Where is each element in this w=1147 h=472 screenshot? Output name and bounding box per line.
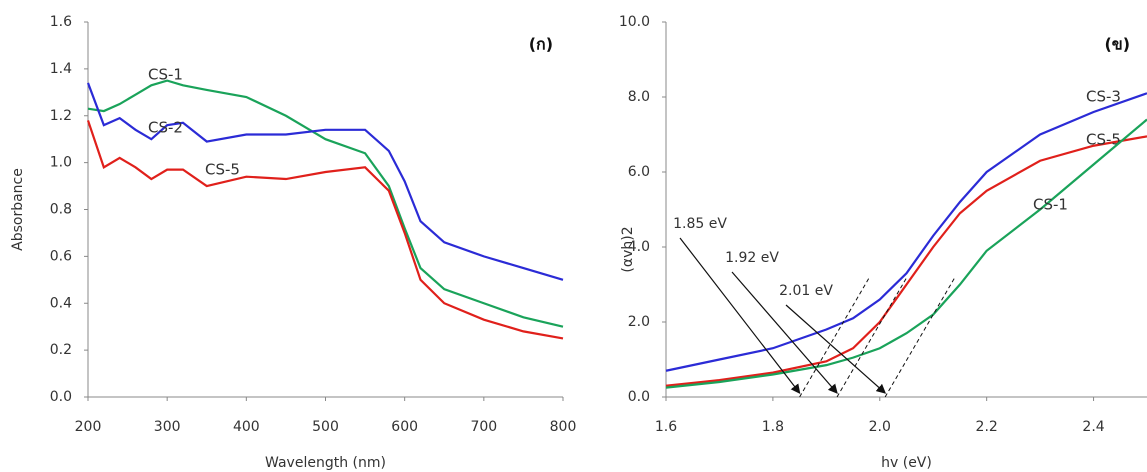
x-axis-label: hv (eV) <box>881 455 932 471</box>
series-label: CS-5 <box>1086 131 1121 149</box>
x-tick-label: 800 <box>550 419 577 435</box>
series-line <box>665 118 1147 389</box>
y-tick-label: 0.4 <box>50 295 72 311</box>
series-line <box>86 82 564 281</box>
series-line <box>665 92 1147 372</box>
x-tick-label: 2.2 <box>976 419 998 435</box>
annotation-arrow <box>785 304 887 394</box>
y-tick-label: 1.0 <box>50 155 72 171</box>
annotation: 1.92 eV <box>725 250 779 266</box>
y-tick-label: 1.4 <box>50 61 72 77</box>
annotation-arrow <box>731 271 838 394</box>
x-tick-label: 300 <box>154 419 181 435</box>
annotation-arrow <box>679 237 801 394</box>
series-label: CS-2 <box>148 119 183 137</box>
y-tick-label: 1.6 <box>50 14 72 30</box>
y-axis-label: (αvh)2 <box>620 226 636 272</box>
tangent-line <box>884 276 956 398</box>
y-tick-label: 0.6 <box>50 248 72 264</box>
y-tick-label: 0.0 <box>628 389 650 405</box>
x-tick-label: 400 <box>233 419 260 435</box>
x-axis-label: Wavelength (nm) <box>265 455 386 471</box>
panel-label: (ก) <box>529 35 553 54</box>
x-tick-label: 1.8 <box>762 419 784 435</box>
x-tick-label: 500 <box>312 419 339 435</box>
x-tick-label: 200 <box>75 419 102 435</box>
x-tick-label: 1.6 <box>655 419 677 435</box>
series-label: CS-3 <box>1086 88 1121 106</box>
y-tick-label: 0.0 <box>50 389 72 405</box>
series-line <box>665 135 1147 387</box>
x-tick-label: 700 <box>470 419 497 435</box>
y-tick-label: 0.2 <box>50 342 72 358</box>
y-tick-label: 2.0 <box>628 314 650 330</box>
tangent-line <box>836 276 908 398</box>
annotation: 1.85 eV <box>673 216 727 232</box>
y-tick-label: 8.0 <box>628 89 650 105</box>
panel-label: (ข) <box>1104 35 1130 54</box>
y-tick-label: 10.0 <box>619 14 650 30</box>
y-tick-label: 1.2 <box>50 108 72 124</box>
x-tick-label: 600 <box>391 419 418 435</box>
x-tick-label: 2.0 <box>869 419 891 435</box>
series-label: CS-1 <box>1033 196 1068 214</box>
y-axis-label: Absorbance <box>10 168 26 251</box>
x-tick-label: 2.4 <box>1082 419 1104 435</box>
series-line <box>86 120 564 340</box>
tangent-line <box>799 276 871 398</box>
y-tick-label: 4.0 <box>628 239 650 255</box>
series-label: CS-1 <box>148 66 183 84</box>
annotation: 2.01 eV <box>779 283 833 299</box>
series-label: CS-5 <box>205 161 240 179</box>
y-tick-label: 0.8 <box>50 202 72 218</box>
series-line <box>87 79 564 328</box>
y-tick-label: 6.0 <box>628 164 650 180</box>
